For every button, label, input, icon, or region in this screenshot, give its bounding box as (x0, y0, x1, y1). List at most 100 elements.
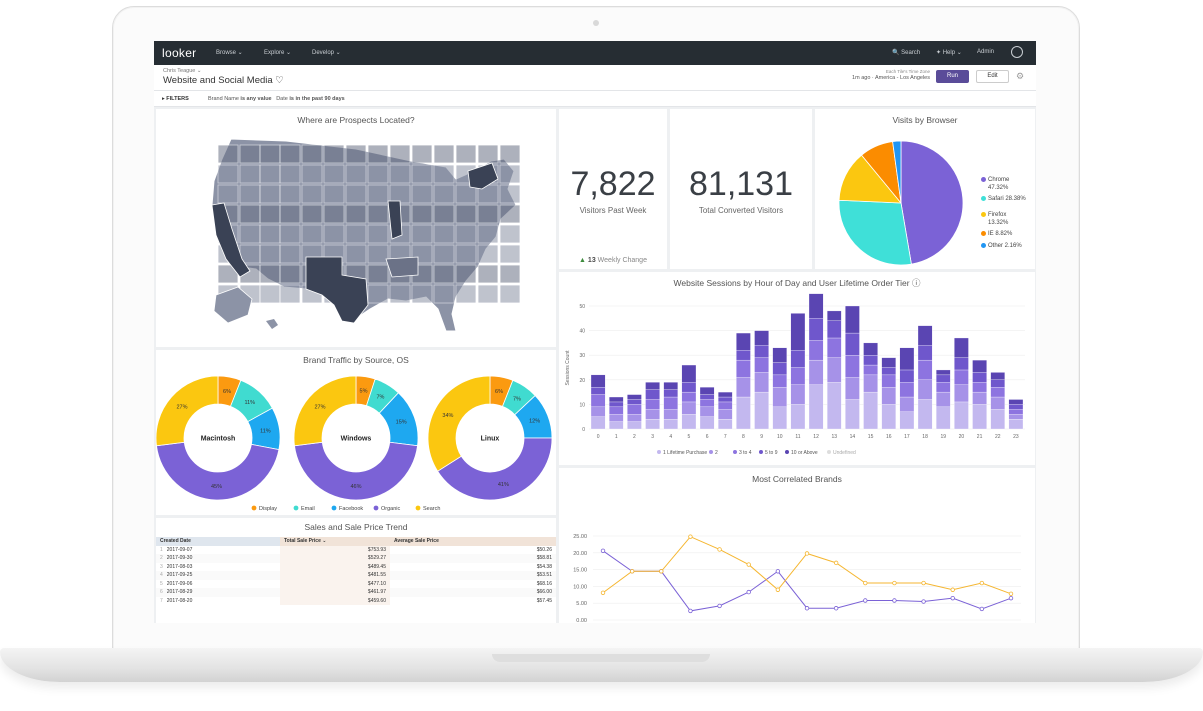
legend-label: Other 2.16% (988, 243, 1022, 250)
date-filter-value[interactable]: is in the past 90 days (289, 96, 345, 102)
bar-segment (590, 394, 606, 408)
bar-segment (772, 387, 787, 408)
map-state (239, 184, 261, 204)
map-state (455, 264, 477, 284)
weekly-change-label: Weekly Change (597, 257, 647, 264)
table-row[interactable]: 6 2017-08-29 $461.97 $66.00 (156, 588, 556, 597)
bar-segment (736, 359, 751, 378)
bar-segment (881, 387, 896, 405)
filters-toggle[interactable]: ▸ FILTERS (162, 96, 189, 102)
bar-segment (681, 364, 697, 383)
line-point (600, 590, 606, 595)
map-state (279, 224, 301, 244)
looker-logo[interactable]: looker (162, 46, 197, 60)
bar-segment (699, 406, 715, 417)
map-state (239, 224, 261, 244)
bar-segment (936, 391, 951, 408)
line-point (629, 569, 635, 574)
table-cell: 2 2017-09-30 (156, 554, 280, 563)
sales-title: Sales and Sale Price Trend (304, 522, 408, 532)
bar-segment (772, 374, 787, 388)
bar-segment (736, 350, 751, 361)
bar-segment (917, 359, 933, 380)
x-tick-label: 5 (688, 434, 691, 440)
col-total-sale[interactable]: Total Sale Price ⌄ (280, 537, 390, 546)
bar-segment (718, 419, 733, 430)
bar-segment (863, 364, 878, 376)
nav-admin[interactable]: Admin (977, 49, 995, 55)
map-state (259, 244, 281, 264)
nav-search[interactable]: 🔍 Search (892, 50, 921, 56)
legend-pct: 47.32% (988, 185, 1009, 191)
us-map[interactable] (156, 109, 556, 347)
table-row[interactable]: 3 2017-08-03 $489.45 $54.38 (156, 562, 556, 571)
map-state (345, 164, 367, 184)
brand-filter-value[interactable]: is any value (240, 96, 272, 102)
nav-browse[interactable]: Browse ⌄ (216, 50, 243, 56)
bar-segment (990, 379, 1005, 388)
run-button[interactable]: Run (936, 70, 969, 83)
table-row[interactable]: 4 2017-09-25 $481.55 $53.51 (156, 571, 556, 580)
bar-segment (954, 357, 969, 371)
user-avatar-icon[interactable] (1011, 46, 1023, 58)
gear-icon[interactable]: ⚙ (1016, 71, 1025, 81)
line-point (892, 580, 897, 586)
legend-chrome[interactable]: Chrome (981, 177, 1009, 183)
bar-segment (827, 357, 842, 383)
map-state (301, 164, 323, 184)
legend-dot-icon (759, 450, 763, 454)
bar-segment (681, 414, 697, 430)
x-tick-label: 20 (959, 434, 965, 440)
bar-segment (718, 391, 733, 398)
legend-firefox[interactable]: Firefox (981, 212, 1006, 218)
pie-slice-safari (838, 199, 912, 266)
map-new-york (467, 162, 499, 190)
col-average-sale[interactable]: Average Sale Price (390, 537, 556, 546)
table-cell: 7 2017-08-20 (156, 597, 280, 606)
line-point (950, 595, 955, 601)
legend-dot-icon (981, 231, 986, 236)
donut-pct-label: 46% (350, 484, 361, 490)
legend-dot-icon (373, 505, 379, 511)
x-tick-label: 18 (922, 434, 928, 440)
map-state (499, 224, 521, 244)
edit-button[interactable]: Edit (976, 70, 1009, 83)
table-row[interactable]: 7 2017-08-20 $459.60 $57.45 (156, 596, 556, 606)
table-row[interactable]: 5 2017-09-06 $477.10 $68.16 (156, 579, 556, 589)
bar-segment (772, 362, 787, 376)
bar-segment (663, 382, 678, 390)
map-state (259, 144, 281, 164)
y-tick-label: 0.00 (576, 618, 587, 623)
table-row[interactable]: 1 2017-09-07 $753.93 $50.26 (156, 545, 556, 554)
table-cell: 5 2017-09-06 (156, 580, 280, 589)
bar-segment (972, 382, 987, 393)
legend-label: Firefox (988, 212, 1007, 219)
donut-slice-search (427, 375, 491, 472)
nav-explore[interactable]: Explore ⌄ (264, 50, 292, 56)
legend-other[interactable]: Other 2.16% (981, 243, 1022, 249)
table-row[interactable]: 2 2017-09-30 $529.27 $58.81 (156, 554, 556, 563)
cell-average-sale: $66.00 (536, 589, 552, 596)
legend-label: 1 Lifetime Purchase (663, 450, 707, 456)
cell-total-sale: $459.60 (280, 596, 390, 605)
table-cell: 6 2017-08-29 (156, 588, 280, 597)
map-state (323, 164, 345, 184)
brand-donuts[interactable]: 6% 11% 11% 45% 27% Macintosh 5% 7% 15% 46% 27% Wind… (156, 350, 556, 515)
y-axis-label: Sessions Count (565, 350, 571, 386)
legend-ie[interactable]: IE 8.82% (981, 231, 1012, 237)
dashboard-owner[interactable]: Chris Teague ⌄ (163, 68, 202, 74)
browser-pie[interactable] (815, 109, 1035, 269)
visitors-value: 7,822 (570, 165, 656, 203)
legend-safari[interactable]: Safari 28.38% (981, 196, 1026, 202)
nav-help[interactable]: ✦ Help ⌄ (936, 50, 962, 56)
x-tick-label: 8 (742, 434, 745, 440)
col-created-date[interactable]: Created Date (156, 537, 280, 546)
donut-pct-label: 45% (211, 484, 222, 490)
cell-average-sale: $57.45 (536, 597, 552, 604)
bar-segment (936, 382, 951, 393)
bar-segment (990, 409, 1005, 430)
bar-segment (609, 414, 624, 422)
nav-develop[interactable]: Develop ⌄ (312, 50, 341, 56)
